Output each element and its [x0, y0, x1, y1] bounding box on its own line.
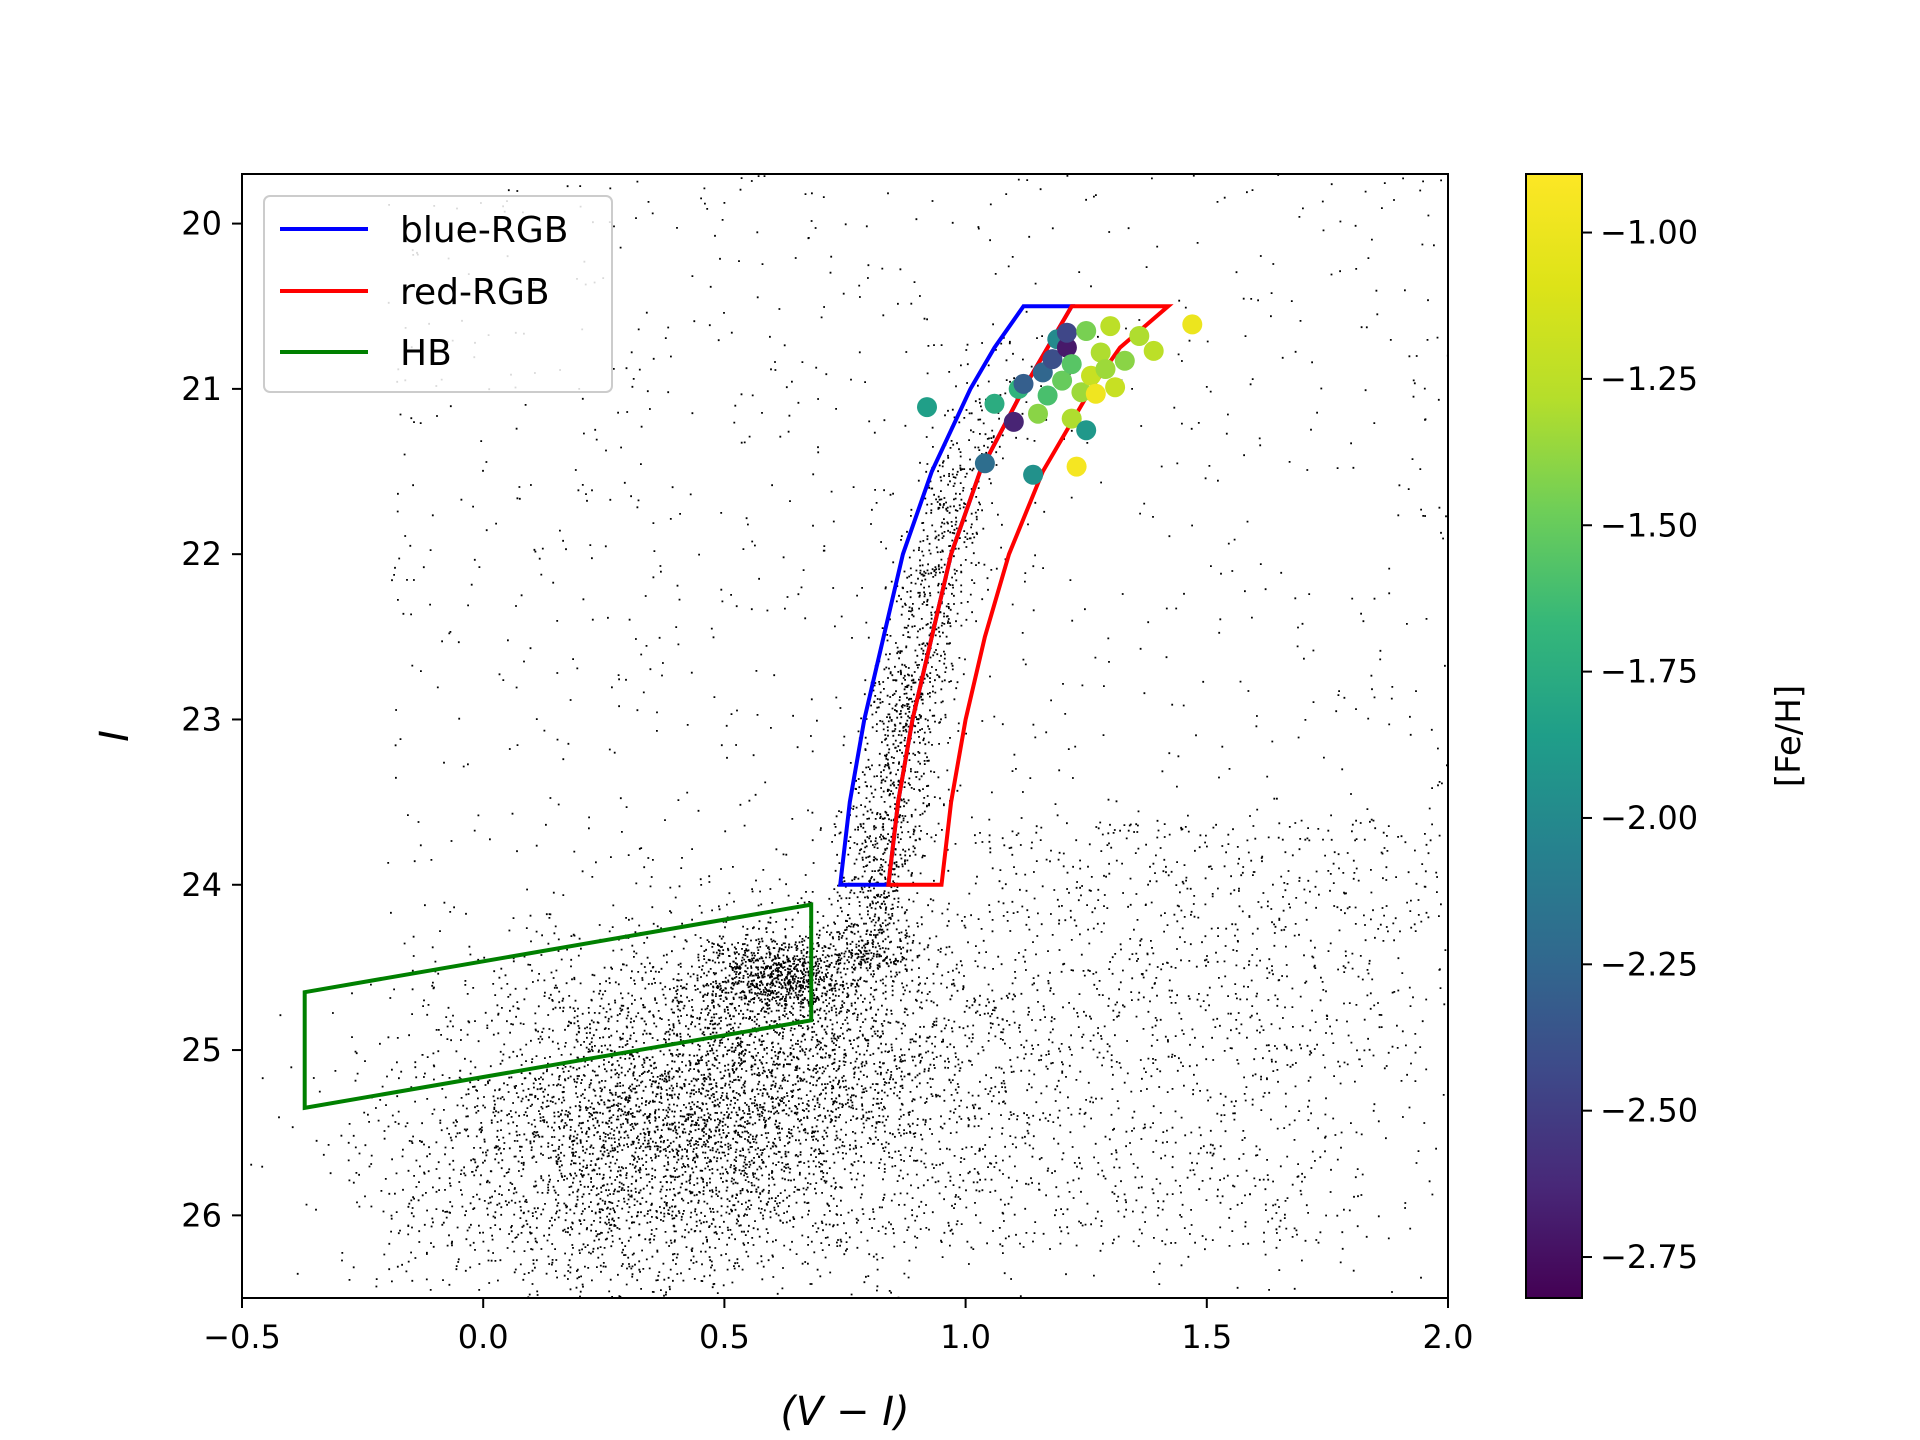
- feh-star: [1095, 359, 1116, 379]
- feh-star: [1066, 456, 1087, 477]
- feh-star: [984, 393, 1005, 414]
- feh-star: [1105, 377, 1126, 398]
- x-tick-label: 0.5: [699, 1318, 750, 1356]
- colorbar-tick-label: −2.75: [1600, 1238, 1698, 1276]
- region-red-rgb: [886, 304, 1174, 887]
- colorbar-tick-label: −1.50: [1600, 506, 1698, 544]
- feh-star: [1100, 316, 1121, 337]
- feh-star: [1182, 314, 1203, 335]
- feh-star: [1085, 383, 1106, 404]
- feh-star: [1013, 373, 1034, 394]
- feh-star: [974, 453, 995, 474]
- y-tick-label: 26: [181, 1196, 222, 1234]
- legend-label-hb: HB: [400, 333, 452, 374]
- y-tick-label: 25: [181, 1031, 222, 1069]
- x-tick-label: −0.5: [203, 1318, 281, 1356]
- feh-star: [1023, 464, 1044, 485]
- y-tick-label: 23: [181, 700, 222, 738]
- feh-star: [1028, 403, 1048, 424]
- x-tick-label: 1.5: [1181, 1318, 1232, 1356]
- colorbar-tick-label: −2.25: [1600, 945, 1698, 983]
- y-axis-ticks: 20 21 22 23 24 25 26: [181, 205, 242, 1234]
- feh-star: [1114, 350, 1135, 371]
- feh-star: [1090, 342, 1111, 363]
- colorbar-tick-label: −2.00: [1600, 799, 1698, 837]
- feh-star: [1076, 321, 1097, 341]
- feh-star: [1037, 385, 1058, 406]
- feh-star: [1056, 337, 1077, 358]
- feh-star: [1129, 326, 1150, 346]
- y-tick-label: 20: [181, 205, 222, 243]
- colorbar: −1.00 −1.25 −1.50 −1.75 −2.00 −2.25 −2.50 −2.75…: [1525, 173, 1809, 1299]
- legend: blue-RGB red-RGB HB: [263, 195, 613, 393]
- y-tick-label: 22: [181, 535, 222, 573]
- axes-frame: [241, 173, 1449, 1299]
- x-tick-label: 1.0: [940, 1318, 991, 1356]
- colorbar-label: [Fe/H]: [1769, 685, 1809, 787]
- region-hb: [302, 902, 814, 1111]
- legend-label-blue-rgb: blue-RGB: [400, 210, 568, 251]
- y-tick-label: 21: [181, 370, 222, 408]
- y-axis-label: I: [92, 730, 138, 742]
- colorbar-ticks: −1.00 −1.25 −1.50 −1.75 −2.00 −2.25 −2.50 −2.75: [1582, 214, 1698, 1276]
- colorbar-tick-label: −1.00: [1600, 214, 1698, 252]
- colorbar-tick-label: −1.25: [1600, 360, 1698, 398]
- legend-label-red-rgb: red-RGB: [400, 272, 550, 313]
- feh-star: [1052, 370, 1073, 391]
- x-axis-label: (V − I): [780, 1389, 909, 1435]
- feh-star: [1056, 322, 1077, 343]
- feh-star: [917, 397, 937, 418]
- colorbar-tick-label: −1.75: [1600, 653, 1698, 691]
- feh-star: [1076, 420, 1097, 441]
- selection-regions: [302, 304, 1174, 1111]
- y-tick-label: 24: [181, 866, 222, 904]
- x-tick-label: 0.0: [458, 1318, 509, 1356]
- x-tick-label: 2.0: [1423, 1318, 1474, 1356]
- feh-star: [1143, 340, 1164, 361]
- feh-star: [1003, 411, 1024, 432]
- x-axis-ticks: −0.5 0.0 0.5 1.0 1.5 2.0: [203, 1298, 1473, 1356]
- feh-star: [1061, 354, 1082, 375]
- colorbar-gradient: [1525, 173, 1583, 1299]
- feh-star: [1061, 408, 1082, 429]
- feh-star: [1042, 349, 1063, 370]
- colorbar-tick-label: −2.50: [1600, 1092, 1698, 1130]
- legend-box: [263, 195, 613, 393]
- metallicity-stars: [917, 314, 1203, 485]
